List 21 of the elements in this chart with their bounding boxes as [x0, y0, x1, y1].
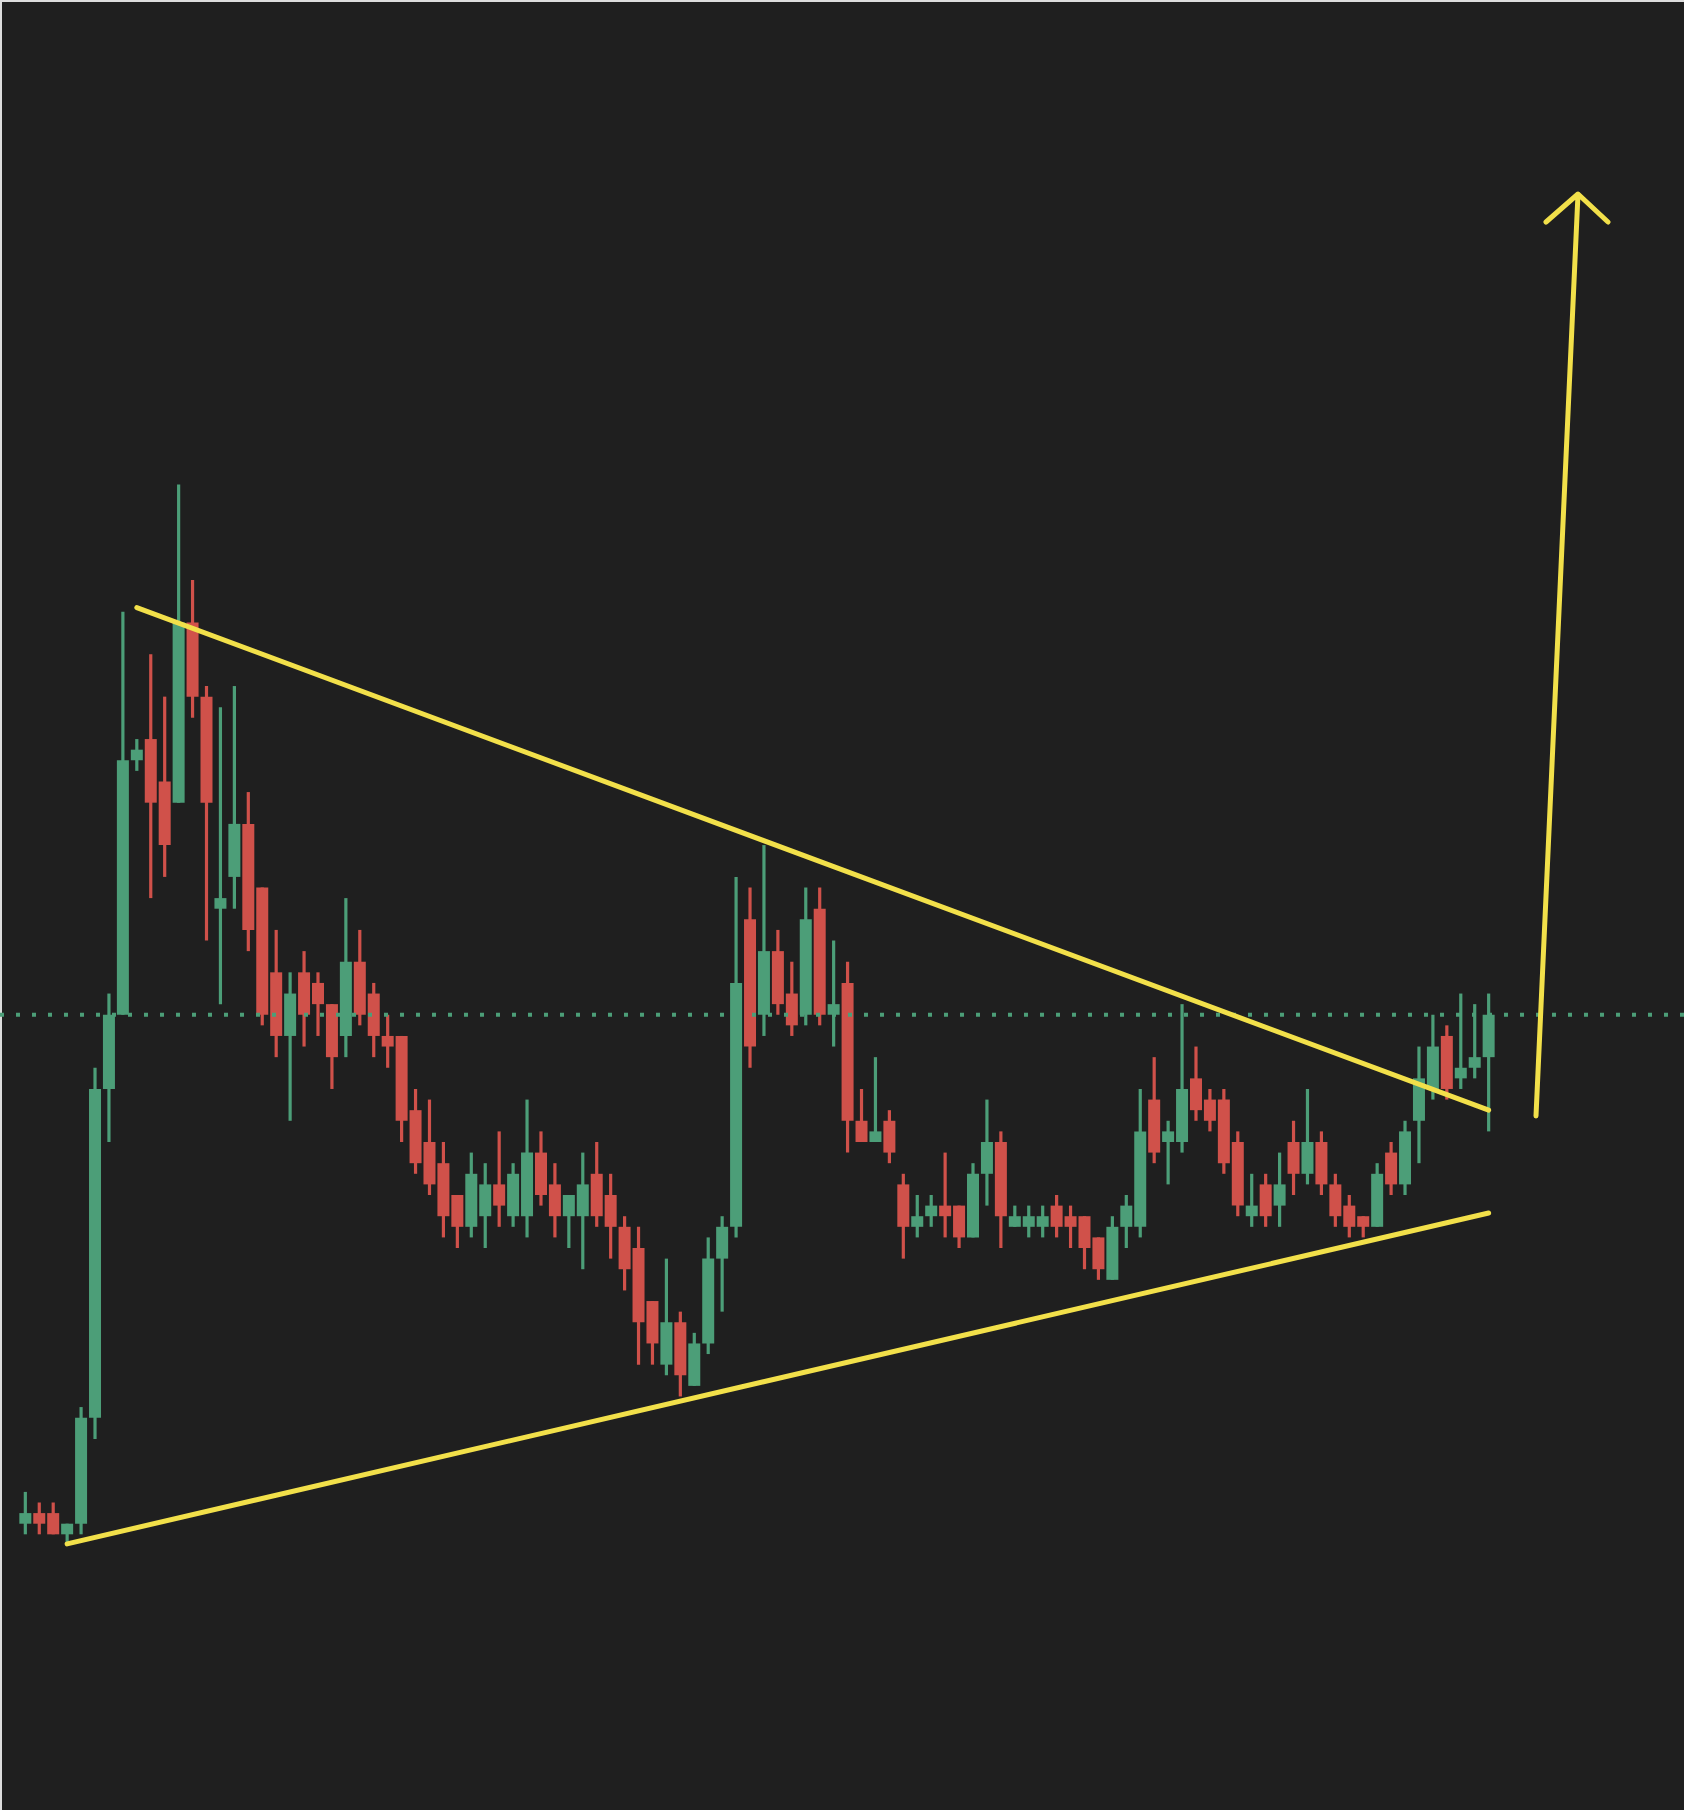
- candlestick: [214, 705, 227, 1006]
- candlestick: [869, 1055, 882, 1144]
- candlestick: [897, 1172, 910, 1261]
- candlestick: [19, 1490, 32, 1536]
- candlestick: [1245, 1172, 1258, 1229]
- candlestick: [1287, 1119, 1300, 1197]
- candlestick: [716, 1214, 729, 1314]
- candlestick: [1315, 1129, 1328, 1197]
- candlestick: [1259, 1172, 1272, 1229]
- candlestick: [1273, 1150, 1286, 1229]
- candlestick: [911, 1193, 924, 1240]
- candlestick: [1385, 1140, 1398, 1197]
- candlestick: [660, 1257, 673, 1377]
- candlestick: [980, 1097, 993, 1208]
- candlestick: [688, 1331, 701, 1388]
- candlestick: [855, 1087, 868, 1144]
- candlestick: [925, 1193, 938, 1229]
- candlestick: [883, 1108, 896, 1165]
- candlestick: [493, 1129, 506, 1229]
- candlestick: [130, 737, 143, 773]
- candlestick: [1301, 1087, 1314, 1186]
